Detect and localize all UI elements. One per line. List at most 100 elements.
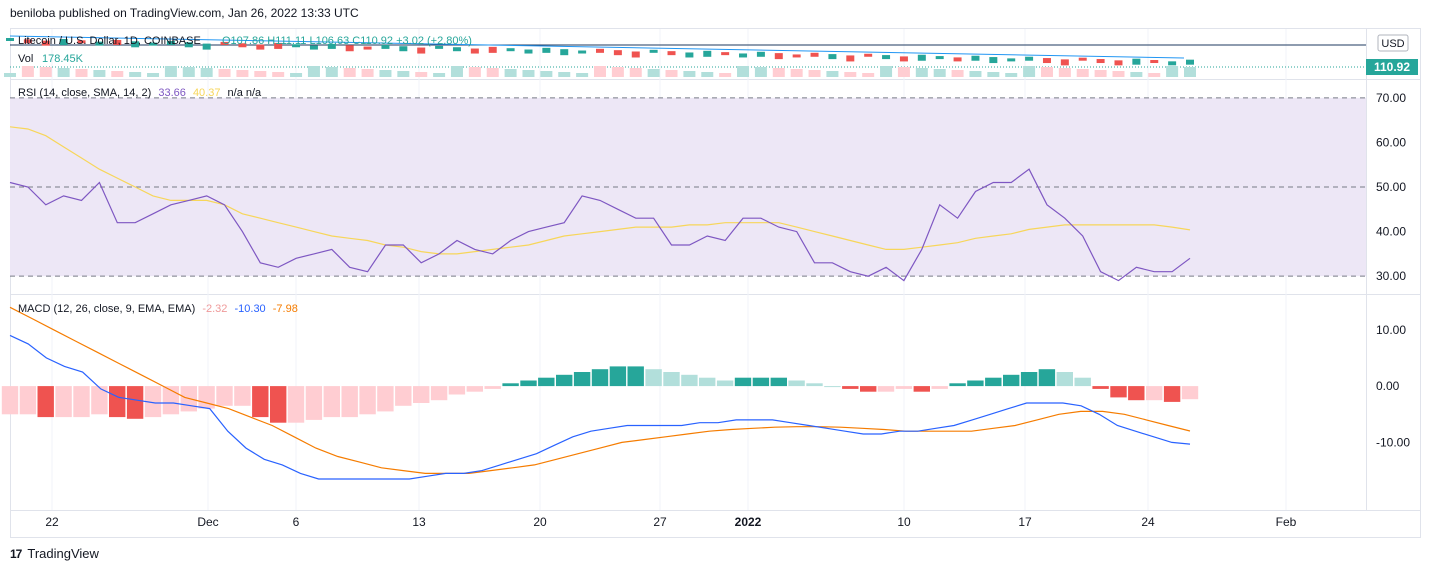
rsi-pane: 70.00 60.00 50.00 40.00 30.00 bbox=[9, 91, 1406, 283]
candle bbox=[452, 47, 461, 52]
candle bbox=[596, 48, 604, 53]
candle bbox=[1150, 60, 1159, 64]
macd-histogram-bar bbox=[234, 386, 251, 406]
macd-histogram-bar bbox=[627, 366, 644, 387]
candle bbox=[417, 47, 426, 54]
macd-histogram-bar bbox=[305, 386, 323, 420]
volume-bar bbox=[933, 69, 946, 77]
macd-histogram-bar bbox=[1092, 386, 1109, 389]
macd-histogram-bar bbox=[699, 377, 716, 387]
svg-text:110.92: 110.92 bbox=[1374, 60, 1410, 74]
volume-bar bbox=[75, 69, 88, 77]
macd-histogram-bar bbox=[770, 377, 787, 387]
volume-bar bbox=[343, 68, 356, 77]
candle bbox=[917, 54, 926, 61]
macd-histogram-bar bbox=[1163, 386, 1181, 402]
candle bbox=[488, 46, 497, 53]
macd-histogram-bar bbox=[73, 386, 90, 418]
volume-bar bbox=[236, 70, 249, 77]
macd-axis-tick: 0.00 bbox=[1376, 379, 1400, 393]
volume-bar bbox=[1005, 73, 1018, 77]
macd-histogram-bar bbox=[1038, 369, 1056, 387]
macd-histogram-bar bbox=[842, 386, 859, 389]
candle bbox=[810, 52, 819, 57]
volume-bar bbox=[57, 68, 70, 77]
candle bbox=[6, 38, 14, 41]
macd-histogram-bar bbox=[931, 386, 948, 389]
candle bbox=[1168, 61, 1177, 66]
macd-signal-line bbox=[9, 306, 1191, 474]
volume-bar bbox=[254, 71, 267, 77]
candle bbox=[41, 40, 50, 46]
rsi-axis-tick: 40.00 bbox=[1376, 225, 1406, 239]
volume-bar bbox=[1023, 66, 1036, 77]
time-axis[interactable]: 22 Dec 6 13 20 27 2022 10 17 24 Feb bbox=[45, 515, 1296, 529]
macd-histogram-bar bbox=[19, 386, 37, 415]
time-tick-label: 20 bbox=[533, 515, 547, 529]
time-tick-label: 10 bbox=[897, 515, 911, 529]
macd-histogram-bar bbox=[1128, 386, 1145, 401]
volume-bar bbox=[1076, 69, 1089, 77]
candle bbox=[613, 50, 622, 56]
candle bbox=[1060, 59, 1069, 66]
macd-histogram-bar bbox=[126, 386, 144, 419]
volume-bar bbox=[218, 69, 231, 77]
tradingview-logo-icon: 17 bbox=[10, 546, 22, 561]
macd-histogram-bar bbox=[1181, 386, 1199, 400]
macd-histogram-bar bbox=[663, 372, 680, 387]
candle bbox=[113, 39, 122, 45]
candle bbox=[327, 43, 336, 49]
volume-bar bbox=[39, 67, 52, 77]
macd-histogram-bar bbox=[609, 366, 627, 387]
candle bbox=[703, 50, 712, 57]
macd-histogram-bar bbox=[484, 386, 501, 389]
chart-canvas[interactable]: Litecoin / U.S. Dollar, 1D, COINBASE O10… bbox=[0, 0, 1432, 540]
candle bbox=[1096, 59, 1105, 64]
macd-histogram-bar bbox=[877, 386, 895, 392]
candle bbox=[828, 54, 837, 60]
volume-bar bbox=[111, 71, 124, 77]
macd-histogram-bar bbox=[1146, 386, 1163, 401]
volume-bar bbox=[540, 71, 553, 77]
volume-bar bbox=[880, 66, 893, 77]
candle bbox=[935, 56, 944, 60]
currency-badge[interactable]: USD bbox=[1377, 34, 1409, 52]
rsi-axis-tick: 30.00 bbox=[1376, 269, 1406, 283]
volume-bar bbox=[468, 67, 481, 77]
candle bbox=[292, 44, 301, 48]
volume-value: 178.45K bbox=[42, 53, 84, 65]
time-tick-label: 2022 bbox=[735, 515, 762, 529]
volume-bar bbox=[147, 73, 160, 77]
macd-histogram-bar bbox=[287, 386, 305, 423]
volume-bar bbox=[325, 67, 338, 77]
macd-histogram-bar bbox=[1, 386, 19, 415]
candle bbox=[470, 48, 479, 54]
volume-bar bbox=[611, 67, 624, 77]
volume-bar bbox=[1040, 67, 1053, 77]
volume-bar bbox=[754, 67, 767, 77]
candle bbox=[1025, 56, 1034, 61]
macd-histogram-bar bbox=[645, 369, 662, 387]
volume-bar bbox=[915, 68, 928, 77]
candle bbox=[1186, 59, 1194, 65]
macd-histogram-bar bbox=[860, 386, 877, 392]
candle bbox=[649, 49, 658, 53]
macd-histogram-bar bbox=[144, 386, 162, 418]
macd-histogram-bar bbox=[341, 386, 358, 418]
macd-histogram-bar bbox=[752, 377, 770, 387]
volume-bar bbox=[450, 66, 463, 77]
macd-legend: MACD (12, 26, close, 9, EMA, EMA) -2.32 … bbox=[18, 303, 298, 315]
macd-histogram-bar bbox=[913, 386, 930, 392]
volume-bar bbox=[397, 71, 410, 77]
macd-histogram-bar bbox=[788, 380, 805, 387]
candle bbox=[149, 42, 158, 46]
volume-bar bbox=[486, 68, 499, 77]
volume-bar bbox=[182, 67, 195, 77]
candle bbox=[506, 48, 515, 52]
volume-bar bbox=[719, 73, 732, 77]
time-tick-label: 17 bbox=[1018, 515, 1032, 529]
volume-bar bbox=[272, 72, 285, 77]
candle bbox=[77, 40, 86, 44]
macd-histogram-bar bbox=[359, 386, 376, 415]
volume-bar bbox=[93, 70, 106, 77]
